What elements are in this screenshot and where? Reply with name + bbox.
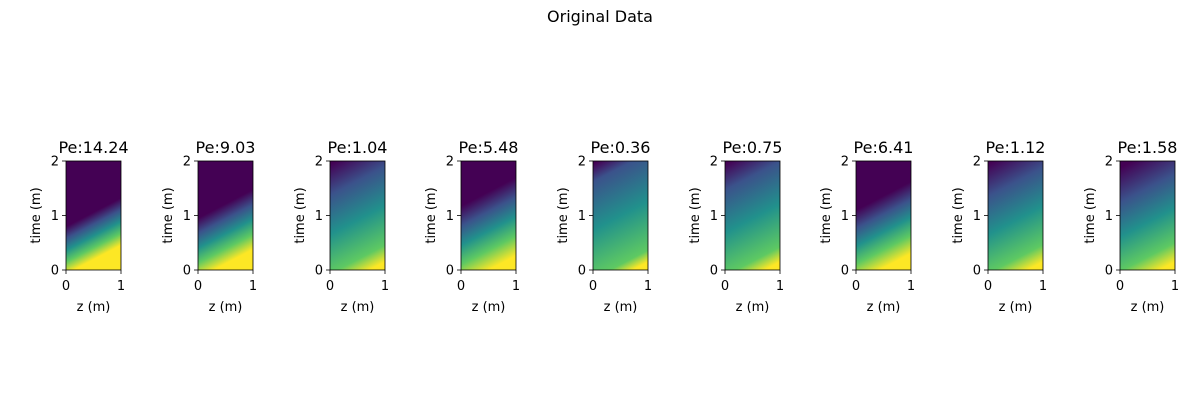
y-axis-label: time (m) — [293, 187, 308, 243]
heatmap-field — [198, 161, 253, 270]
y-tick-label: 2 — [710, 155, 718, 170]
x-tick-label: 1 — [1039, 279, 1047, 294]
x-tick-label: 1 — [907, 279, 915, 294]
y-tick-label: 2 — [183, 155, 191, 170]
y-tick-label: 2 — [446, 155, 454, 170]
x-tick-label: 0 — [721, 279, 729, 294]
x-axis-label: z (m) — [736, 300, 770, 315]
x-tick-label: 1 — [776, 279, 784, 294]
y-tick-label: 0 — [1105, 264, 1113, 279]
y-tick-label: 0 — [315, 264, 323, 279]
x-axis-label: z (m) — [999, 300, 1033, 315]
heatmap-panel: Pe:1.12 0 1 2 0 1 z (m) time (m) — [951, 138, 1047, 315]
heatmap-field — [461, 161, 516, 270]
x-axis-label: z (m) — [1131, 300, 1165, 315]
x-tick-label: 1 — [249, 279, 257, 294]
y-axis-label: time (m) — [688, 187, 703, 243]
x-tick-label: 0 — [194, 279, 202, 294]
panel-title: Pe:1.12 — [986, 138, 1046, 157]
y-axis-label: time (m) — [161, 187, 176, 243]
y-tick-label: 0 — [51, 264, 59, 279]
x-tick-label: 1 — [117, 279, 125, 294]
panel-title: Pe:9.03 — [196, 138, 256, 157]
heatmap-panel: Pe:0.36 0 1 2 0 1 z (m) time (m) — [556, 138, 652, 315]
y-tick-label: 2 — [51, 155, 59, 170]
x-tick-label: 0 — [852, 279, 860, 294]
panel-title: Pe:0.36 — [591, 138, 651, 157]
y-axis-label: time (m) — [424, 187, 439, 243]
y-tick-label: 2 — [841, 155, 849, 170]
y-tick-label: 1 — [1105, 209, 1113, 224]
y-axis-label: time (m) — [556, 187, 571, 243]
heatmap-field — [330, 161, 385, 270]
y-tick-label: 0 — [841, 264, 849, 279]
y-tick-label: 1 — [973, 209, 981, 224]
y-tick-label: 2 — [1105, 155, 1113, 170]
heatmap-panel: Pe:1.58 0 1 2 0 1 z (m) time (m) — [1083, 138, 1179, 315]
heatmap-panel: Pe:14.24 0 1 2 0 1 z (m) time (m) — [29, 138, 129, 315]
heatmap-panel: Pe:9.03 0 1 2 0 1 z (m) time (m) — [161, 138, 257, 315]
panel-title: Pe:1.04 — [328, 138, 388, 157]
x-tick-label: 1 — [644, 279, 652, 294]
x-tick-label: 0 — [589, 279, 597, 294]
heatmap-panel: Pe:6.41 0 1 2 0 1 z (m) time (m) — [819, 138, 915, 315]
y-tick-label: 1 — [841, 209, 849, 224]
y-tick-label: 1 — [710, 209, 718, 224]
heatmap-field — [856, 161, 911, 270]
y-tick-label: 0 — [710, 264, 718, 279]
x-tick-label: 1 — [1171, 279, 1179, 294]
y-tick-label: 1 — [315, 209, 323, 224]
heatmap-field — [593, 161, 648, 270]
y-tick-label: 1 — [183, 209, 191, 224]
x-tick-label: 0 — [1116, 279, 1124, 294]
y-tick-label: 2 — [315, 155, 323, 170]
y-tick-label: 0 — [973, 264, 981, 279]
panel-title: Pe:6.41 — [854, 138, 914, 157]
x-axis-label: z (m) — [209, 300, 243, 315]
panel-title: Pe:0.75 — [723, 138, 783, 157]
x-tick-label: 0 — [326, 279, 334, 294]
x-tick-label: 1 — [512, 279, 520, 294]
heatmap-panel: Pe:0.75 0 1 2 0 1 z (m) time (m) — [688, 138, 784, 315]
heatmap-field — [1120, 161, 1175, 270]
heatmap-field — [988, 161, 1043, 270]
heatmap-panel: Pe:5.48 0 1 2 0 1 z (m) time (m) — [424, 138, 520, 315]
x-axis-label: z (m) — [341, 300, 375, 315]
y-tick-label: 2 — [973, 155, 981, 170]
heatmap-panel: Pe:1.04 0 1 2 0 1 z (m) time (m) — [293, 138, 389, 315]
figure-title: Original Data — [547, 7, 653, 26]
y-tick-label: 1 — [578, 209, 586, 224]
y-axis-label: time (m) — [29, 187, 44, 243]
x-axis-label: z (m) — [867, 300, 901, 315]
y-tick-label: 0 — [183, 264, 191, 279]
panels: Pe:14.24 0 1 2 0 1 z (m) time (m) Pe:9.03 0 1 2 0 1 z … — [29, 138, 1179, 315]
y-tick-label: 1 — [446, 209, 454, 224]
y-tick-label: 0 — [578, 264, 586, 279]
y-axis-label: time (m) — [819, 187, 834, 243]
y-axis-label: time (m) — [951, 187, 966, 243]
panel-title: Pe:14.24 — [58, 138, 128, 157]
x-tick-label: 0 — [457, 279, 465, 294]
x-axis-label: z (m) — [77, 300, 111, 315]
heatmap-field — [66, 161, 121, 270]
y-tick-label: 1 — [51, 209, 59, 224]
y-tick-label: 2 — [578, 155, 586, 170]
x-axis-label: z (m) — [604, 300, 638, 315]
panel-title: Pe:5.48 — [459, 138, 519, 157]
x-tick-label: 0 — [62, 279, 70, 294]
x-tick-label: 0 — [984, 279, 992, 294]
x-axis-label: z (m) — [472, 300, 506, 315]
x-tick-label: 1 — [381, 279, 389, 294]
panel-title: Pe:1.58 — [1118, 138, 1178, 157]
y-axis-label: time (m) — [1083, 187, 1098, 243]
y-tick-label: 0 — [446, 264, 454, 279]
heatmap-field — [725, 161, 780, 270]
